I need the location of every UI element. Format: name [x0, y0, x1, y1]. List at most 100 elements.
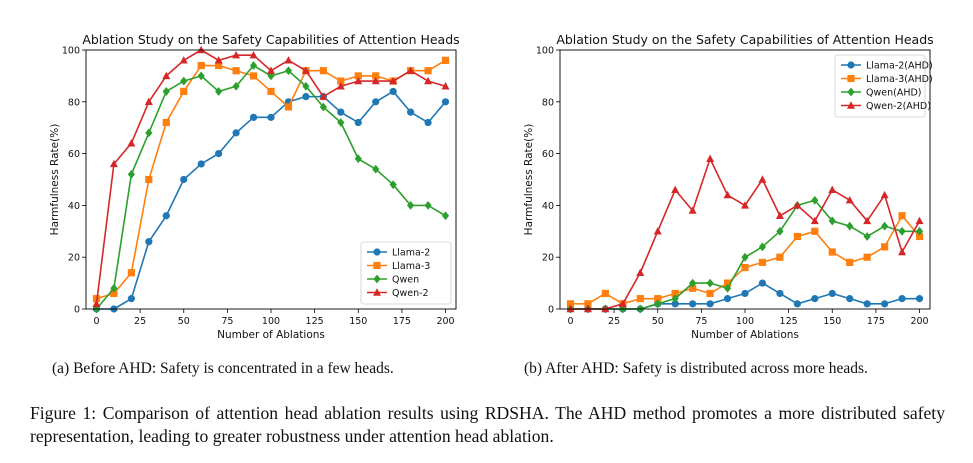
- data-point: [197, 61, 205, 70]
- x-tick-label: 175: [393, 316, 411, 327]
- data-point: [372, 98, 380, 106]
- legend-label: Qwen-2(AHD): [866, 101, 931, 112]
- legend-marker: [373, 274, 381, 284]
- y-tick-label: 20: [542, 253, 554, 264]
- y-tick-label: 0: [74, 305, 80, 316]
- data-point: [145, 128, 153, 138]
- data-point: [109, 159, 118, 168]
- x-tick-label: 100: [262, 316, 280, 327]
- data-point: [811, 295, 819, 303]
- data-point: [618, 299, 627, 308]
- data-point: [336, 82, 345, 90]
- legend-marker: [373, 288, 381, 296]
- data-point: [424, 67, 432, 75]
- y-tick-label: 40: [542, 201, 554, 212]
- subcaption-b: (b) After AHD: Safety is distributed acr…: [524, 360, 868, 377]
- data-point: [583, 304, 592, 313]
- data-point: [776, 226, 784, 236]
- data-point: [898, 247, 907, 256]
- data-point: [267, 113, 275, 121]
- data-point: [741, 201, 749, 209]
- data-point: [424, 118, 432, 127]
- data-point: [127, 139, 136, 147]
- data-point: [284, 66, 293, 76]
- data-point: [863, 232, 871, 241]
- plot-frame: [85, 49, 457, 310]
- x-tick-label: 150: [349, 316, 367, 327]
- data-point: [846, 221, 854, 231]
- x-tick-label: 25: [134, 316, 146, 327]
- data-point: [371, 76, 380, 85]
- data-point: [881, 300, 889, 308]
- data-point: [793, 300, 801, 308]
- data-point: [723, 283, 732, 293]
- x-tick-label: 100: [736, 316, 754, 327]
- data-point: [741, 263, 749, 272]
- data-point: [863, 216, 872, 225]
- data-point: [880, 190, 889, 199]
- data-point: [793, 232, 801, 241]
- x-axis-label: Number of Ablations: [217, 329, 325, 341]
- data-point: [881, 221, 889, 231]
- data-point: [424, 201, 432, 210]
- data-point: [671, 289, 679, 298]
- data-point: [758, 242, 767, 252]
- x-tick-label: 75: [221, 316, 233, 327]
- data-point: [180, 175, 188, 184]
- data-point: [197, 160, 205, 168]
- data-point: [389, 87, 397, 96]
- data-point: [302, 93, 310, 101]
- legend-entry: Llama-2(AHD): [841, 60, 933, 71]
- series-4: [566, 154, 924, 313]
- data-point: [706, 154, 715, 162]
- x-tick-label: 50: [652, 316, 664, 327]
- legend-marker: [373, 261, 381, 270]
- data-point: [723, 190, 732, 199]
- legend-marker: [847, 61, 855, 69]
- data-point: [441, 56, 450, 64]
- data-point: [845, 196, 854, 204]
- data-point: [601, 289, 609, 298]
- data-point: [898, 226, 906, 236]
- data-point: [284, 56, 293, 64]
- data-point: [337, 118, 345, 127]
- legend-label: Qwen(AHD): [866, 87, 921, 98]
- data-point: [301, 66, 310, 74]
- data-point: [354, 76, 363, 85]
- data-point: [162, 71, 171, 80]
- legend-box: [360, 241, 452, 305]
- data-point: [180, 76, 188, 86]
- data-point: [406, 66, 415, 74]
- data-point: [319, 102, 327, 112]
- data-point: [232, 67, 240, 75]
- data-point: [267, 87, 275, 96]
- data-point: [162, 87, 170, 96]
- legend-label: Llama-2(AHD): [866, 60, 933, 71]
- data-point: [654, 299, 662, 309]
- data-point: [215, 87, 223, 96]
- data-point: [828, 289, 836, 298]
- legend-entry: Qwen(AHD): [841, 87, 921, 98]
- data-point: [354, 118, 362, 127]
- data-point: [145, 175, 153, 184]
- y-tick-label: 0: [548, 305, 554, 316]
- data-point: [249, 113, 258, 121]
- data-point: [441, 82, 450, 90]
- data-point: [688, 206, 697, 214]
- data-point: [372, 72, 380, 80]
- x-tick-label: 50: [178, 316, 190, 327]
- data-point: [741, 289, 749, 298]
- data-point: [407, 201, 415, 210]
- data-point: [127, 269, 135, 277]
- data-point: [267, 66, 275, 74]
- data-point: [232, 129, 240, 137]
- data-point: [776, 289, 784, 298]
- data-point: [441, 211, 450, 221]
- data-point: [162, 212, 170, 220]
- data-point: [110, 289, 118, 298]
- x-tick-label: 0: [93, 316, 99, 327]
- legend-entry: Llama-2: [367, 247, 430, 258]
- data-point: [424, 76, 433, 85]
- data-point: [706, 278, 714, 288]
- data-point: [389, 180, 397, 190]
